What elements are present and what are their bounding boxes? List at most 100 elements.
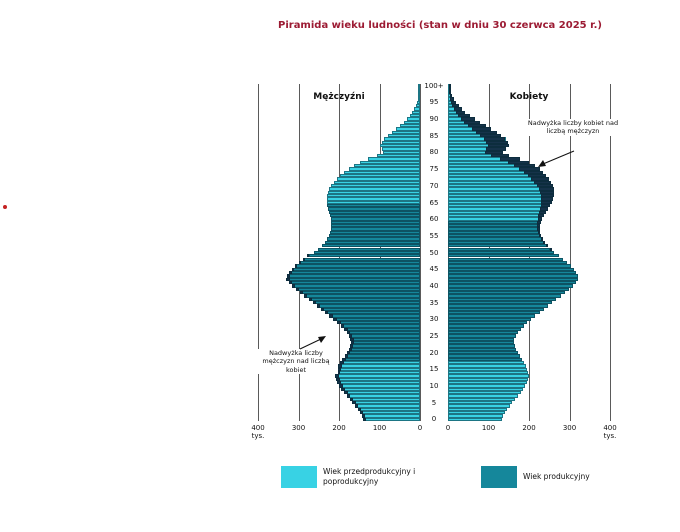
pyramid-bar-women xyxy=(448,257,564,261)
pyramid-bar-women xyxy=(448,337,515,341)
pyramid-bar-women-excess xyxy=(543,240,546,245)
pyramid-bar-men xyxy=(339,384,420,388)
pyramid-bar-men xyxy=(308,297,420,301)
legend-label: Wiek przedprodukcyjny i poprodukcyjny xyxy=(323,467,416,486)
pyramid-bar-women xyxy=(448,204,551,208)
pyramid-bar-women xyxy=(448,210,546,215)
gridline xyxy=(258,84,259,421)
pyramid-bar-men xyxy=(287,274,420,278)
pyramid-bar-women-excess xyxy=(539,190,555,195)
pyramid-bar-women-excess xyxy=(453,107,462,111)
x-tick-label: 400 tys. xyxy=(603,424,617,440)
pyramid-bar-men xyxy=(403,120,420,125)
pyramid-bar-men xyxy=(336,367,420,371)
pyramid-bar-women xyxy=(448,250,555,255)
pyramid-bar-women xyxy=(448,374,529,378)
pyramid-bar-men xyxy=(326,197,420,201)
pyramid-bar-men-excess xyxy=(355,404,359,408)
pyramid-bar-men xyxy=(331,224,420,228)
pyramid-bar-men-excess xyxy=(304,294,308,298)
pyramid-bar-men-excess xyxy=(349,334,353,338)
x-tick-label: 200 xyxy=(522,424,536,432)
pyramid-bar-women xyxy=(448,400,513,405)
pyramid-bar-men xyxy=(349,344,420,348)
pyramid-bar-men-excess xyxy=(336,377,341,381)
pyramid-bar-men xyxy=(400,124,420,128)
pyramid-bar-women-excess xyxy=(483,137,506,141)
pyramid-bar-men-excess xyxy=(313,300,317,305)
pyramid-bar-men-excess xyxy=(337,380,342,385)
pyramid-bar-women-excess xyxy=(537,220,542,225)
pyramid-bar-men-excess xyxy=(339,384,344,388)
pyramid-bar-men xyxy=(322,244,420,248)
pyramid-bar-women-excess xyxy=(490,154,509,158)
pyramid-bar-women xyxy=(448,417,502,421)
gridline xyxy=(420,84,421,421)
pyramid-bar-women-excess xyxy=(534,180,552,185)
pyramid-bar-men xyxy=(377,154,420,158)
pyramid-bar-women xyxy=(448,397,515,401)
pyramid-bar-women xyxy=(448,277,579,281)
pyramid-bar-women xyxy=(448,320,528,325)
pyramid-bar-men-excess xyxy=(288,280,293,285)
pyramid-bar-women xyxy=(448,270,577,275)
pyramid-bar-men xyxy=(328,234,420,238)
pyramid-bar-men xyxy=(328,190,420,195)
legend-item-productive: Wiek produkcyjny xyxy=(481,466,631,488)
pyramid-bar-men-excess xyxy=(341,387,346,391)
pyramid-bar-men-excess xyxy=(348,347,352,351)
pyramid-bar-women-excess xyxy=(537,217,543,221)
pyramid-bar-men-excess xyxy=(292,267,295,271)
pyramid-bar-men xyxy=(359,410,420,415)
pyramid-bar-men xyxy=(335,374,420,378)
pyramid-bar-women-excess xyxy=(460,117,475,121)
pyramid-bar-men xyxy=(321,307,420,311)
pyramid-bar-women-excess xyxy=(449,90,452,94)
pyramid-bar-men-excess xyxy=(308,297,312,301)
pyramid-bar-women xyxy=(448,387,523,391)
pyramid-bar-men xyxy=(414,107,420,111)
pyramid-bar-women xyxy=(448,234,542,238)
pyramid-bar-women-excess xyxy=(475,130,497,135)
pyramid-bar-men xyxy=(324,240,420,245)
pyramid-bar-women-excess xyxy=(471,127,492,131)
pyramid-bar-women xyxy=(448,194,554,198)
x-tick-label: 200 xyxy=(332,424,346,432)
pyramid-bar-men xyxy=(346,350,420,355)
pyramid-bar-men xyxy=(341,387,420,391)
pyramid-bar-men xyxy=(417,100,420,104)
pyramid-bar-women xyxy=(448,380,527,385)
pyramid-bar-men xyxy=(396,127,420,131)
x-tick-label: 300 xyxy=(562,424,577,432)
pyramid-bar-men xyxy=(330,220,420,225)
pyramid-bar-men-excess xyxy=(295,264,298,268)
pyramid-bar-women-excess xyxy=(486,147,506,151)
pyramid-bar-men xyxy=(352,400,420,405)
pyramid-bar-men xyxy=(331,184,420,188)
pyramid-bar-women xyxy=(448,370,529,375)
pyramid-bar-men xyxy=(337,320,420,325)
gridline xyxy=(610,84,611,421)
pyramid-bar-men-excess xyxy=(335,374,340,378)
pyramid-bar-women-excess xyxy=(536,184,553,188)
pyramid-bar-men-excess xyxy=(292,284,296,288)
pyramid-bar-men xyxy=(418,87,420,91)
pyramid-bar-women xyxy=(448,264,571,268)
pyramid-bar-men xyxy=(335,370,420,375)
pyramid-bar-men-excess xyxy=(302,257,305,261)
pyramid-bar-women xyxy=(448,324,524,328)
pyramid-bar-men xyxy=(382,150,420,155)
pyramid-bar-men xyxy=(342,357,420,361)
pyramid-bar-men xyxy=(330,217,420,221)
pyramid-bar-men xyxy=(360,160,420,165)
x-tick-label: 100 xyxy=(481,424,496,432)
pyramid-bar-men xyxy=(337,380,420,385)
age-tick-label: 10 xyxy=(429,382,439,390)
pyramid-bar-men-excess xyxy=(287,274,290,278)
x-tick-label: 400 tys. xyxy=(251,424,265,440)
age-tick-label: 15 xyxy=(429,365,439,374)
pyramid-bar-women xyxy=(448,344,515,348)
pyramid-bar-men-excess xyxy=(295,287,299,291)
pyramid-bar-women xyxy=(448,390,521,395)
pyramid-bar-men xyxy=(355,404,420,408)
